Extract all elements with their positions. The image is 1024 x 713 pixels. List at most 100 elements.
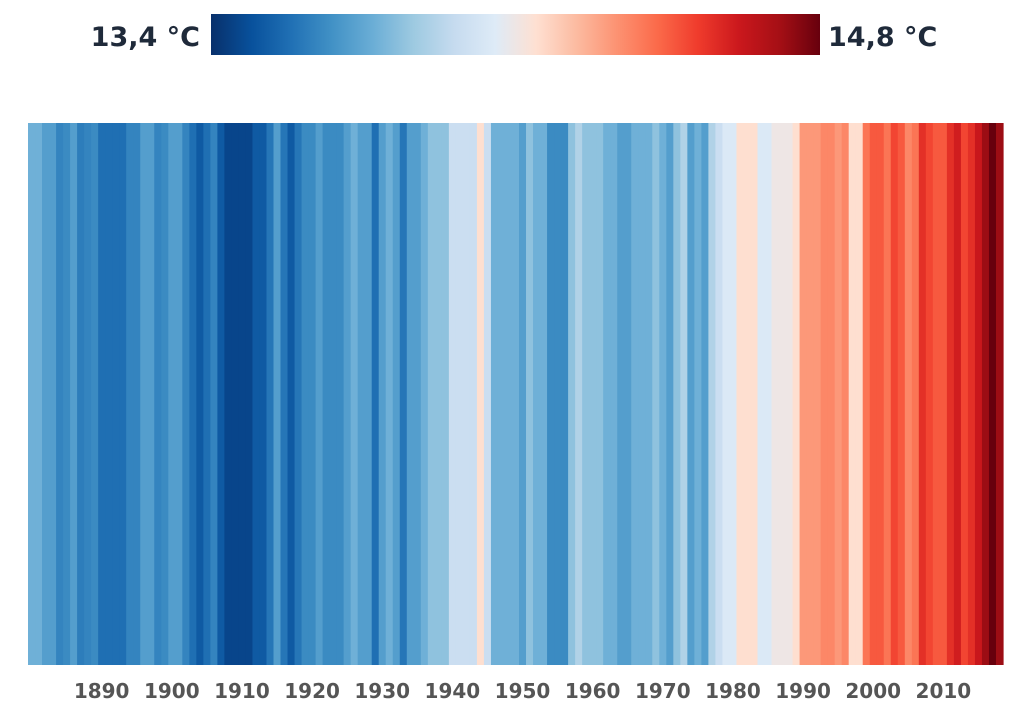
stripe-2010 [939,123,948,665]
stripe-1955 [554,123,562,665]
tick-label-1970: 1970 [635,679,691,703]
stripe-1883 [49,123,57,665]
tick-label-1980: 1980 [705,679,761,703]
stripe-1932 [392,123,401,665]
stripe-1970 [659,123,667,665]
stripe-1989 [792,123,801,665]
stripe-1944 [476,123,485,665]
stripe-1892 [112,123,120,665]
stripe-1927 [357,123,366,665]
tick-label-1900: 1900 [144,679,200,703]
stripe-1950 [519,123,527,665]
stripe-1937 [427,123,436,665]
stripe-1992 [813,123,822,665]
stripe-1936 [420,123,429,665]
stripe-1897 [147,123,155,665]
stripe-1911 [245,123,254,665]
stripe-1982 [743,123,752,665]
tick-label-1930: 1930 [354,679,410,703]
stripe-1888 [84,123,92,665]
stripe-1974 [687,123,695,665]
stripe-1980 [729,123,738,665]
stripe-1949 [511,123,520,665]
stripe-1935 [413,123,422,665]
stripe-1900 [168,123,176,665]
tick-label-1920: 1920 [284,679,340,703]
stripe-1929 [371,123,380,665]
stripe-1924 [336,123,345,665]
stripe-1934 [406,123,415,665]
stripe-1930 [378,123,387,665]
stripe-1945 [483,123,492,665]
stripe-2013 [960,123,969,665]
stripe-1940 [448,123,457,665]
stripe-1979 [722,123,731,665]
tick-label-1910: 1910 [214,679,270,703]
stripe-1963 [610,123,618,665]
stripe-1886 [70,123,78,665]
stripes-group [28,123,1004,665]
stripe-1907 [217,123,226,665]
tick-label-2000: 2000 [845,679,901,703]
stripe-1882 [42,123,50,665]
stripe-1908 [224,123,233,665]
scale-max-label: 14,8 °C [828,22,937,53]
stripe-1954 [547,123,555,665]
stripe-1919 [301,123,310,665]
stripe-1993 [820,123,829,665]
stripe-2001 [876,123,885,665]
stripe-1998 [855,123,864,665]
stripe-1962 [603,123,611,665]
stripe-1966 [631,123,639,665]
stripe-1884 [56,123,64,665]
stripe-1902 [182,123,190,665]
stripe-1995 [834,123,843,665]
color-scale-bar [211,14,820,55]
stripe-1985 [764,123,773,665]
stripe-1988 [785,123,794,665]
stripe-1904 [196,123,204,665]
stripe-1957 [568,123,576,665]
stripe-1977 [708,123,717,665]
stripe-1999 [862,123,871,665]
stripe-1894 [126,123,134,665]
stripe-1901 [175,123,183,665]
stripe-1938 [434,123,443,665]
stripe-1881 [35,123,43,665]
stripe-1941 [455,123,464,665]
stripe-1931 [385,123,394,665]
stripe-2018 [995,123,1004,665]
stripe-2016 [981,123,990,665]
stripe-1948 [504,123,513,665]
stripe-1997 [848,123,857,665]
stripe-1905 [203,123,211,665]
tick-label-1990: 1990 [775,679,831,703]
stripe-1893 [119,123,127,665]
stripe-2003 [890,123,899,665]
stripe-1987 [778,123,787,665]
stripe-2005 [904,123,913,665]
stripe-1890 [98,123,106,665]
stripe-1899 [161,123,169,665]
stripe-1939 [441,123,450,665]
stripe-1976 [701,123,709,665]
stripe-1991 [806,123,815,665]
stripe-1906 [210,123,218,665]
stripe-1975 [694,123,702,665]
stripe-1946 [490,123,499,665]
tick-label-2010: 2010 [916,679,972,703]
stripe-1983 [750,123,759,665]
stripe-1967 [638,123,646,665]
stripe-1910 [238,123,247,665]
stripe-1990 [799,123,808,665]
stripe-1933 [399,123,408,665]
stripe-1960 [589,123,597,665]
tick-label-1940: 1940 [425,679,481,703]
stripe-1915 [273,123,282,665]
stripe-2002 [883,123,892,665]
tick-label-1960: 1960 [565,679,621,703]
stripe-2017 [988,123,997,665]
stripe-2000 [869,123,878,665]
